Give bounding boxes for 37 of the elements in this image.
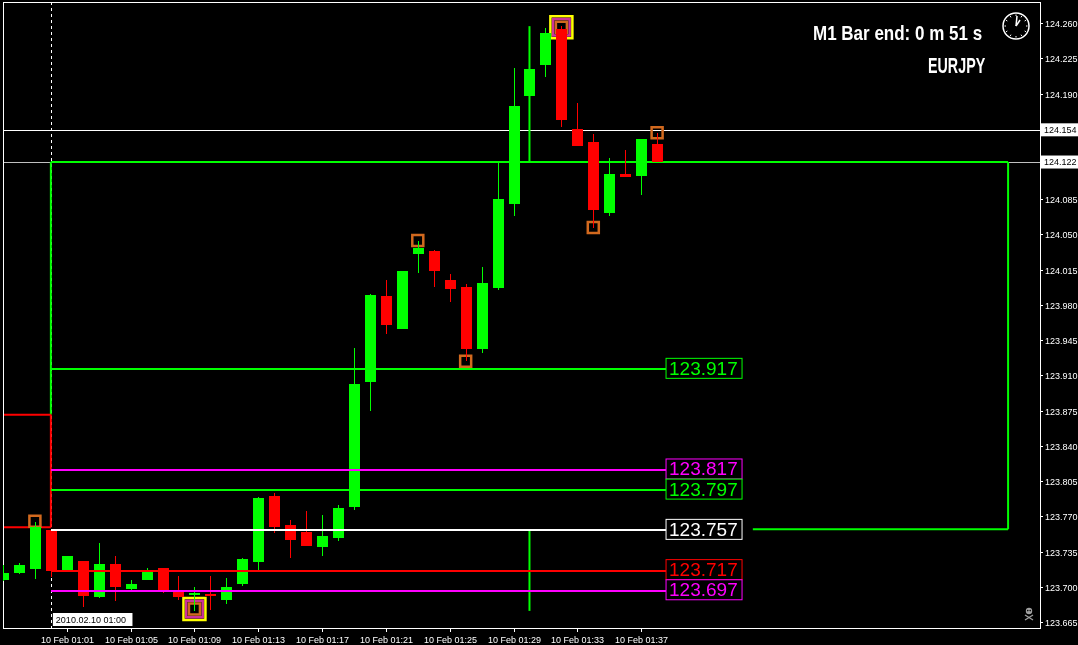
y-tick-label: 123.910 [1045,370,1078,381]
x-tick-label: 10 Feb 01:17 [295,635,350,645]
x-tick-label: 10 Feb 01:33 [550,635,605,645]
y-tick-label: 123.770 [1045,511,1078,522]
text: M1 Bar end: 0 m 51 s [813,21,983,45]
y-tick-label: 124.260 [1045,18,1078,29]
ref-line-label: 123.817 [669,458,738,480]
x-tick-label: 10 Feb 01:25 [423,635,478,645]
ref-line-label: 123.757 [669,518,738,540]
x-tick-label: 10 Feb 01:01 [40,635,95,645]
x-tick-label: 10 Feb 01:09 [167,635,222,645]
ref-line-label: 124.154 [1044,124,1077,135]
y-tick-label: 123.945 [1045,335,1078,346]
x-tick-label: 10 Feb 01:05 [104,635,159,645]
y-tick-label: 124.225 [1045,53,1078,64]
y-tick-label: 124.015 [1045,265,1078,276]
y-tick-label: 124.085 [1045,194,1078,205]
text: EURJPY [928,52,986,78]
y-tick-label: 123.875 [1045,406,1078,417]
ref-line-label: 123.797 [669,478,738,500]
x-tick-label: 10 Feb 01:13 [231,635,286,645]
y-tick-label: 123.980 [1045,300,1078,311]
ref-line-label: 123.697 [669,579,738,601]
ref-line-label: 123.917 [669,357,738,379]
x-tick-label: 10 Feb 01:29 [487,635,542,645]
ref-line-label: 123.717 [669,559,738,581]
x-tick-label: 10 Feb 01:21 [359,635,414,645]
y-tick-label: 124.190 [1045,89,1078,100]
x-tick-label: 10 Feb 01:37 [614,635,669,645]
y-tick-label: 123.735 [1045,547,1078,558]
y-tick-label: 124.050 [1045,229,1078,240]
y-tick-label: 123.665 [1045,617,1078,628]
y-tick-label: 123.700 [1045,582,1078,593]
y-tick-label: 123.840 [1045,441,1078,452]
ref-line-label: 2010.02.10 01:00 [55,614,126,625]
ref-line-label: 124.122 [1044,157,1077,168]
y-tick-label: 123.805 [1045,476,1078,487]
